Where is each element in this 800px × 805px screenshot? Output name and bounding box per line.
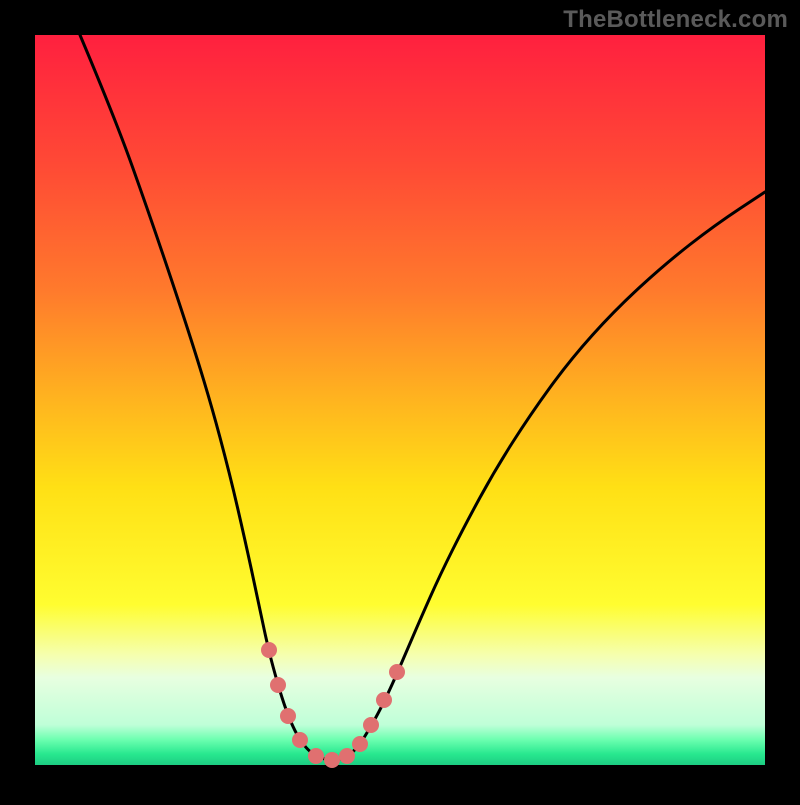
bottleneck-chart xyxy=(0,0,800,800)
bead-marker xyxy=(308,748,324,764)
chart-container xyxy=(0,0,800,800)
bead-marker xyxy=(270,677,286,693)
bead-marker xyxy=(352,736,368,752)
gradient-plot-area xyxy=(35,35,765,765)
bead-marker xyxy=(363,717,379,733)
bead-marker xyxy=(280,708,296,724)
watermark-text: TheBottleneck.com xyxy=(563,6,788,34)
bead-marker xyxy=(339,748,355,764)
bead-marker xyxy=(376,692,392,708)
bead-marker xyxy=(389,664,405,680)
bead-marker xyxy=(292,732,308,748)
bead-marker xyxy=(261,642,277,658)
bead-marker xyxy=(324,752,340,768)
